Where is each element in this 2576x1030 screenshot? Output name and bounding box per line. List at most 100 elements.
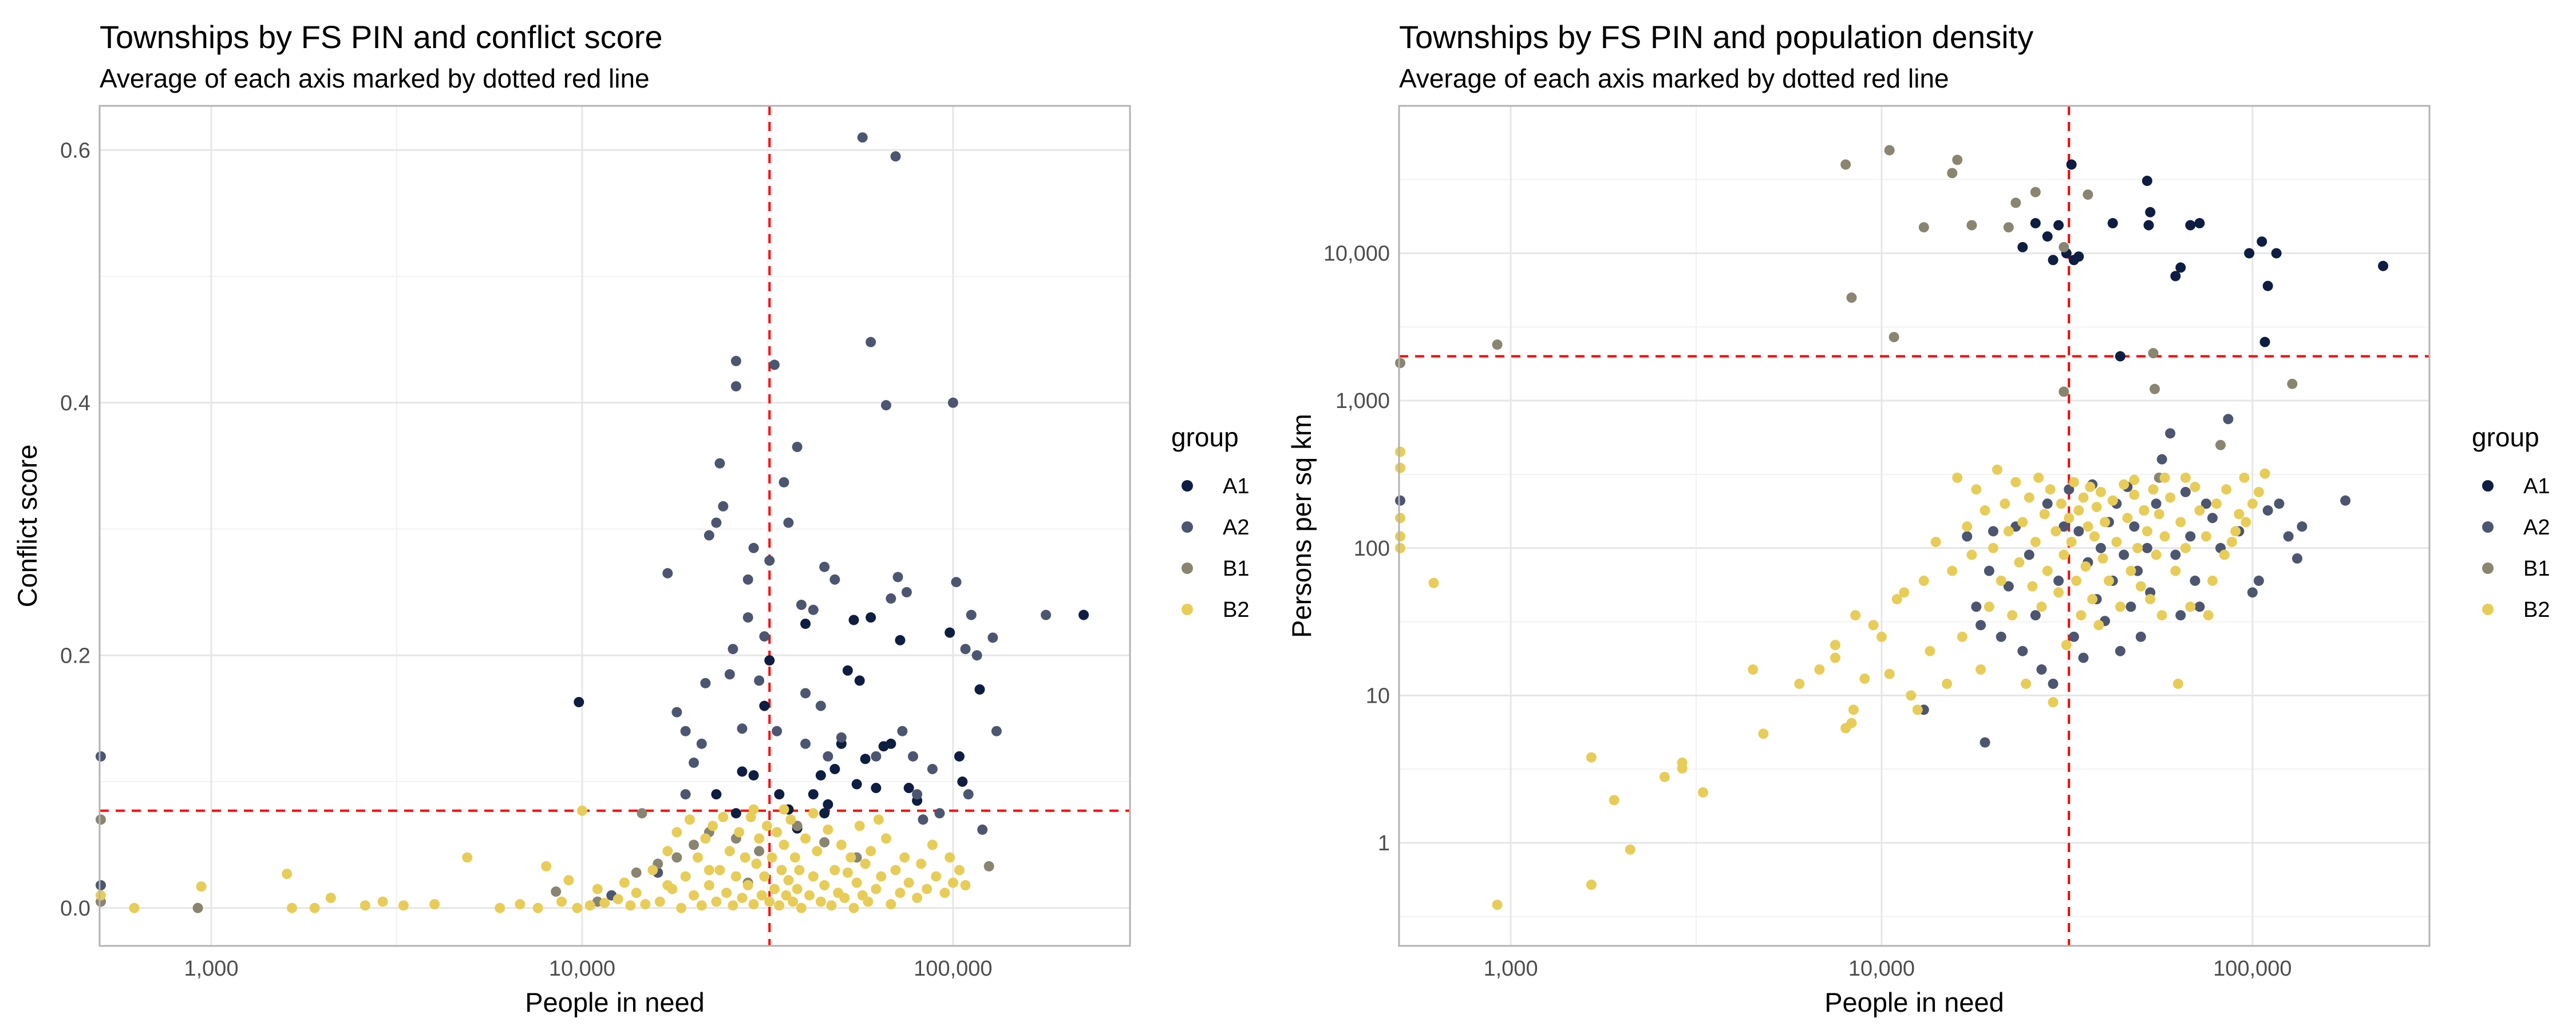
chart-title: Townships by FS PIN and conflict score bbox=[100, 19, 663, 55]
legend: group A1 A2 B1 B2 bbox=[1171, 422, 1249, 622]
data-point-b2 bbox=[1794, 678, 1805, 689]
data-point-b2 bbox=[2033, 472, 2044, 483]
data-point-a2 bbox=[880, 400, 891, 411]
data-point-b2 bbox=[2226, 537, 2237, 548]
data-point-b2 bbox=[96, 890, 106, 901]
data-point-b2 bbox=[1846, 718, 1857, 728]
data-point-b2 bbox=[871, 884, 882, 894]
data-point-a2 bbox=[2125, 601, 2136, 612]
data-point-b2 bbox=[1395, 513, 1405, 524]
data-point-b2 bbox=[2061, 640, 2072, 651]
data-point-b2 bbox=[2194, 505, 2205, 516]
data-point-b2 bbox=[945, 852, 955, 863]
legend-label: A1 bbox=[1223, 474, 1249, 498]
data-point-b1 bbox=[1846, 292, 1857, 303]
data-point-b2 bbox=[692, 852, 703, 863]
data-point-b2 bbox=[742, 880, 753, 891]
data-point-b1 bbox=[2150, 383, 2160, 394]
data-point-b2 bbox=[2159, 472, 2170, 483]
data-point-b2 bbox=[2007, 610, 2018, 621]
data-point-a2 bbox=[1395, 495, 1405, 506]
x-tick-label: 100,000 bbox=[914, 957, 992, 981]
data-point-b2 bbox=[826, 900, 837, 911]
data-point-a2 bbox=[890, 151, 901, 162]
data-point-a2 bbox=[2190, 575, 2200, 586]
data-point-b2 bbox=[912, 893, 923, 904]
data-point-b2 bbox=[2042, 565, 2053, 576]
data-point-a2 bbox=[800, 738, 811, 749]
data-point-b2 bbox=[1899, 587, 1910, 598]
data-point-b1 bbox=[631, 867, 642, 878]
data-point-b2 bbox=[2089, 531, 2100, 542]
data-point-b2 bbox=[1625, 844, 1635, 855]
data-point-a2 bbox=[2175, 610, 2186, 621]
data-point-b2 bbox=[779, 839, 789, 850]
data-point-b2 bbox=[2080, 561, 2091, 572]
data-point-b2 bbox=[2100, 517, 2111, 528]
data-point-a2 bbox=[96, 880, 106, 891]
data-point-b2 bbox=[2066, 537, 2077, 548]
data-point-b1 bbox=[637, 808, 647, 819]
data-point-b2 bbox=[462, 852, 473, 863]
data-point-a2 bbox=[2115, 645, 2125, 656]
data-point-a2 bbox=[2180, 486, 2191, 497]
data-point-a1 bbox=[2185, 220, 2196, 231]
scatter-points bbox=[96, 132, 1089, 913]
data-point-a1 bbox=[774, 789, 785, 800]
data-point-b2 bbox=[954, 865, 965, 876]
data-point-a1 bbox=[800, 619, 811, 629]
data-point-b2 bbox=[854, 821, 865, 831]
data-point-b2 bbox=[359, 900, 370, 911]
data-point-b2 bbox=[2142, 526, 2152, 537]
data-point-a2 bbox=[819, 561, 830, 572]
data-point-a1 bbox=[848, 615, 859, 625]
data-point-a1 bbox=[823, 799, 833, 810]
data-point-b2 bbox=[890, 865, 901, 876]
data-point-a1 bbox=[2042, 231, 2053, 242]
data-point-b2 bbox=[2071, 575, 2082, 586]
data-point-b2 bbox=[684, 814, 695, 825]
legend-label: A1 bbox=[2523, 474, 2550, 498]
data-point-b2 bbox=[1996, 575, 2006, 586]
data-point-a2 bbox=[800, 688, 811, 699]
data-point-b2 bbox=[129, 902, 140, 913]
data-point-a1 bbox=[2107, 218, 2118, 229]
data-point-b2 bbox=[2059, 549, 2069, 560]
data-point-b2 bbox=[2000, 498, 2010, 509]
data-point-a2 bbox=[2017, 645, 2028, 656]
data-point-a1 bbox=[957, 777, 968, 787]
data-point-b2 bbox=[2097, 553, 2108, 564]
data-point-b2 bbox=[2078, 492, 2089, 503]
data-point-b2 bbox=[2219, 549, 2230, 560]
data-point-a1 bbox=[819, 808, 830, 819]
data-point-b1 bbox=[2083, 189, 2093, 200]
data-point-b1 bbox=[2010, 197, 2021, 208]
data-point-a1 bbox=[2030, 218, 2041, 229]
data-point-a2 bbox=[2297, 521, 2308, 532]
data-point-b2 bbox=[1918, 575, 1929, 586]
data-point-b2 bbox=[895, 888, 906, 898]
data-point-a2 bbox=[2042, 498, 2053, 509]
data-point-b2 bbox=[1395, 531, 1405, 542]
data-point-a1 bbox=[903, 783, 914, 794]
data-point-b2 bbox=[1988, 542, 1998, 553]
data-point-b2 bbox=[2132, 542, 2143, 553]
data-point-b2 bbox=[619, 877, 630, 888]
data-point-a2 bbox=[680, 726, 691, 736]
data-point-b2 bbox=[1942, 678, 1953, 689]
data-point-a2 bbox=[1976, 620, 1986, 631]
data-point-b2 bbox=[196, 881, 207, 892]
plot-frame bbox=[1398, 105, 2431, 947]
data-point-b2 bbox=[748, 899, 759, 910]
data-point-b2 bbox=[2175, 517, 2186, 528]
data-point-b2 bbox=[2053, 587, 2064, 598]
data-point-a2 bbox=[2030, 610, 2041, 621]
data-point-b2 bbox=[613, 894, 623, 905]
data-point-b2 bbox=[1848, 704, 1859, 715]
y-tick-label: 1,000 bbox=[1336, 389, 1390, 413]
data-point-b2 bbox=[286, 902, 297, 913]
data-point-a2 bbox=[901, 587, 912, 597]
y-tick-label: 0.2 bbox=[60, 644, 90, 668]
data-point-a1 bbox=[2143, 220, 2154, 231]
data-point-a2 bbox=[792, 442, 803, 453]
